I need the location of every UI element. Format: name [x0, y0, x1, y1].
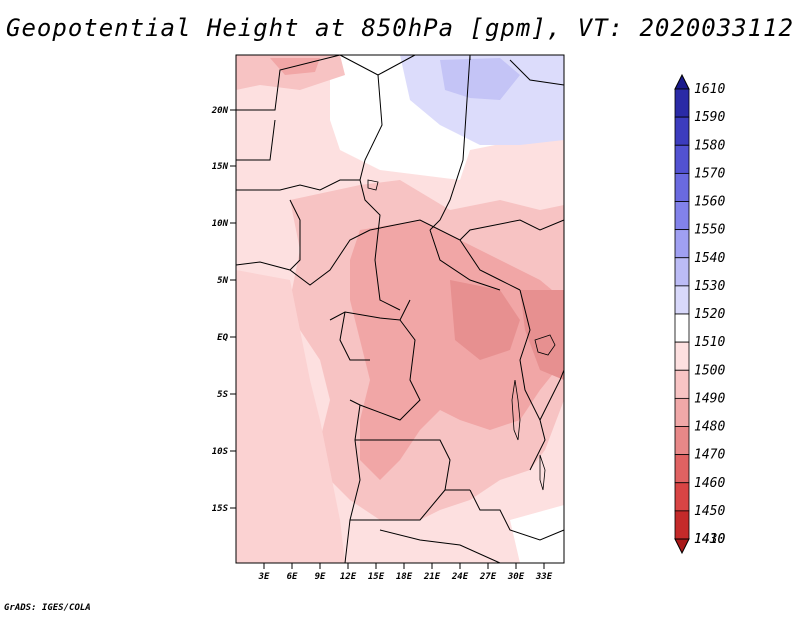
lon-label: 9E — [315, 572, 326, 582]
colorbar-swatch — [674, 369, 690, 399]
colorbar-label: 1410 — [694, 532, 725, 547]
colorbar-label: 1510 — [694, 335, 725, 350]
colorbar-swatch — [674, 397, 690, 427]
colorbar-swatch — [674, 313, 690, 343]
lon-label: 15E — [368, 572, 385, 582]
colorbar-label: 1550 — [694, 223, 725, 238]
colorbar-swatch — [674, 116, 690, 146]
colorbar-swatch — [674, 426, 690, 456]
lon-label: 24E — [451, 572, 469, 582]
border-line — [236, 179, 360, 191]
lat-label: 15S — [212, 504, 229, 514]
lake-tanganyika — [511, 379, 521, 441]
colorbar-swatch — [674, 88, 690, 118]
colorbar-label: 1610 — [694, 82, 725, 97]
lon-label: 30E — [507, 572, 525, 582]
border-line — [235, 229, 371, 286]
border-line — [289, 199, 301, 271]
border-line — [539, 369, 565, 421]
lat-label: 10S — [212, 447, 229, 457]
map-frame — [235, 54, 565, 564]
colorbar-label: 1460 — [694, 476, 725, 491]
border-line — [429, 229, 501, 291]
lat-label: 5N — [217, 276, 228, 286]
colorbar-swatch — [674, 482, 690, 512]
colorbar-label: 1500 — [694, 363, 725, 378]
border-line — [377, 54, 416, 76]
lake-outlines — [367, 179, 556, 491]
lat-label: 5S — [217, 390, 228, 400]
border-line — [339, 54, 401, 311]
country-borders — [235, 54, 565, 564]
colorbar-swatch — [674, 144, 690, 174]
map-title: Geopotential Height at 850hPa [gpm], VT:… — [6, 14, 794, 42]
border-line — [350, 489, 446, 521]
border-line — [329, 299, 411, 321]
colorbar-label: 1430 — [694, 532, 725, 547]
lat-label: 20N — [211, 106, 229, 116]
latitude-axis: 20N 15N 10N 5N EQ 5S 10S 15S — [211, 106, 236, 514]
colorbar-label: 1450 — [694, 504, 725, 519]
colorbar-bottom-arrow — [674, 538, 690, 555]
colorbar-label: 1560 — [694, 195, 725, 210]
colorbar-top-arrow — [674, 73, 690, 90]
lon-label: 18E — [396, 572, 413, 582]
colorbar-label: 1540 — [694, 251, 725, 266]
lon-label: 33E — [535, 572, 553, 582]
border-line — [236, 119, 276, 161]
border-line — [349, 319, 421, 421]
lat-label: 15N — [212, 162, 229, 172]
grads-credit: GrADS: IGES/COLA — [4, 603, 91, 613]
border-line — [355, 439, 470, 491]
lon-label: 12E — [340, 572, 357, 582]
border-line — [344, 404, 361, 564]
colorbar-swatch — [674, 201, 690, 231]
lon-label: 27E — [479, 572, 497, 582]
border-line — [379, 529, 501, 564]
border-line — [236, 54, 341, 111]
height-field — [236, 55, 564, 563]
border-line — [429, 54, 471, 231]
border-line — [519, 289, 546, 471]
colorbar-label: 1530 — [694, 279, 725, 294]
border-line — [339, 311, 370, 361]
longitude-axis: 3E 6E 9E 12E 15E 18E 21E 24E 27E 30E 33E — [258, 563, 553, 582]
colorbar-label: 1580 — [694, 138, 725, 153]
lake-victoria — [534, 334, 556, 356]
lake-malawi — [539, 454, 546, 491]
colorbar-swatch — [674, 172, 690, 202]
colorbar-swatch — [674, 257, 690, 287]
lake-chad — [367, 179, 379, 191]
colorbar-label: 1480 — [694, 420, 725, 435]
colorbar: 1610 1590 1580 1570 1560 1550 1540 1530 1520 1510… — [674, 73, 725, 555]
colorbar-swatch — [674, 341, 690, 371]
lon-label: 3E — [258, 572, 270, 582]
field-1480-east — [520, 290, 564, 380]
border-line — [459, 219, 565, 241]
colorbar-label: 1520 — [694, 307, 725, 322]
border-line — [469, 489, 565, 541]
colorbar-label: 1570 — [694, 166, 725, 181]
lon-label: 6E — [287, 572, 298, 582]
field-1500-west — [236, 270, 345, 563]
field-1520-northeast — [400, 55, 564, 145]
colorbar-swatch — [674, 510, 690, 540]
colorbar-label: 1590 — [694, 110, 725, 125]
colorbar-swatch — [674, 285, 690, 315]
lat-label: 10N — [212, 219, 229, 229]
field-1470-core — [450, 280, 520, 360]
colorbar-label: 1470 — [694, 448, 725, 463]
field-1530-northeast — [440, 58, 520, 100]
colorbar-swatch — [674, 229, 690, 259]
field-1510-southeast — [510, 505, 564, 563]
border-line — [509, 59, 565, 86]
colorbar-swatch — [674, 454, 690, 484]
lat-label: EQ — [217, 333, 228, 343]
colorbar-label: 1490 — [694, 391, 725, 406]
border-line — [369, 219, 521, 291]
lon-label: 21E — [423, 572, 441, 582]
